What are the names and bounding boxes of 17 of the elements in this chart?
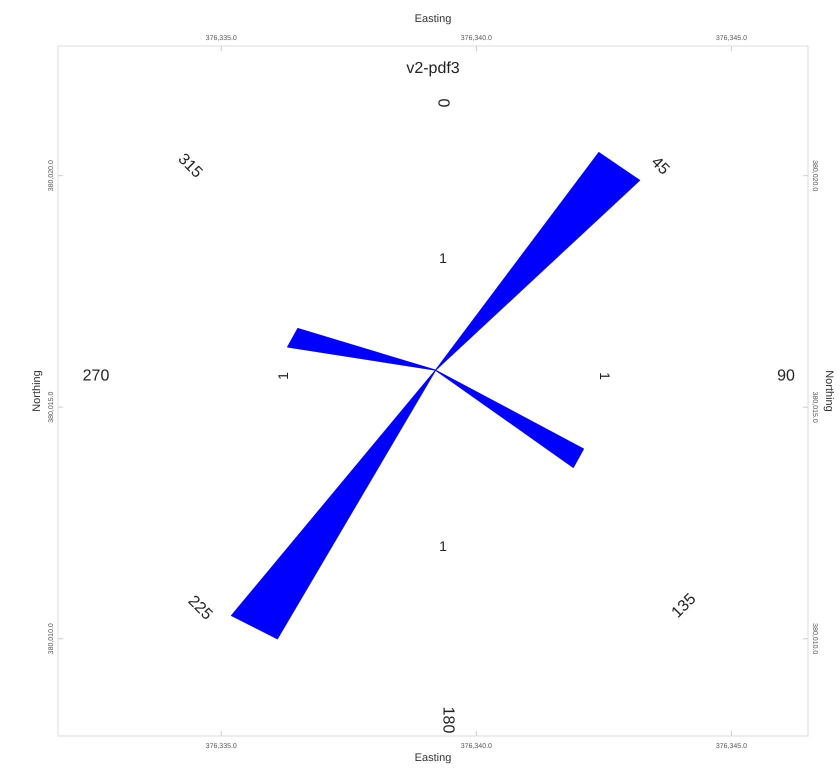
annotation: 0 — [434, 98, 452, 108]
x2-axis-title: Easting — [414, 13, 452, 25]
annotation: 45 — [648, 154, 672, 178]
annotation: 1 — [597, 372, 613, 380]
annotation: 1 — [275, 372, 291, 380]
annotation: 270 — [82, 368, 110, 384]
y-axis-title: Northing — [31, 370, 43, 412]
annotation: 1 — [439, 250, 448, 266]
annotation: 1 — [439, 538, 448, 554]
annotation: 180 — [440, 706, 456, 734]
annotation: 225 — [184, 592, 216, 624]
text: v2-pdf3 — [406, 60, 460, 77]
annotation: 135 — [668, 590, 700, 622]
y2-axis-title: Northing — [823, 370, 835, 412]
annotation: 315 — [174, 150, 206, 182]
x-axis-title: Easting — [414, 752, 452, 764]
annotation: 90 — [777, 368, 795, 384]
